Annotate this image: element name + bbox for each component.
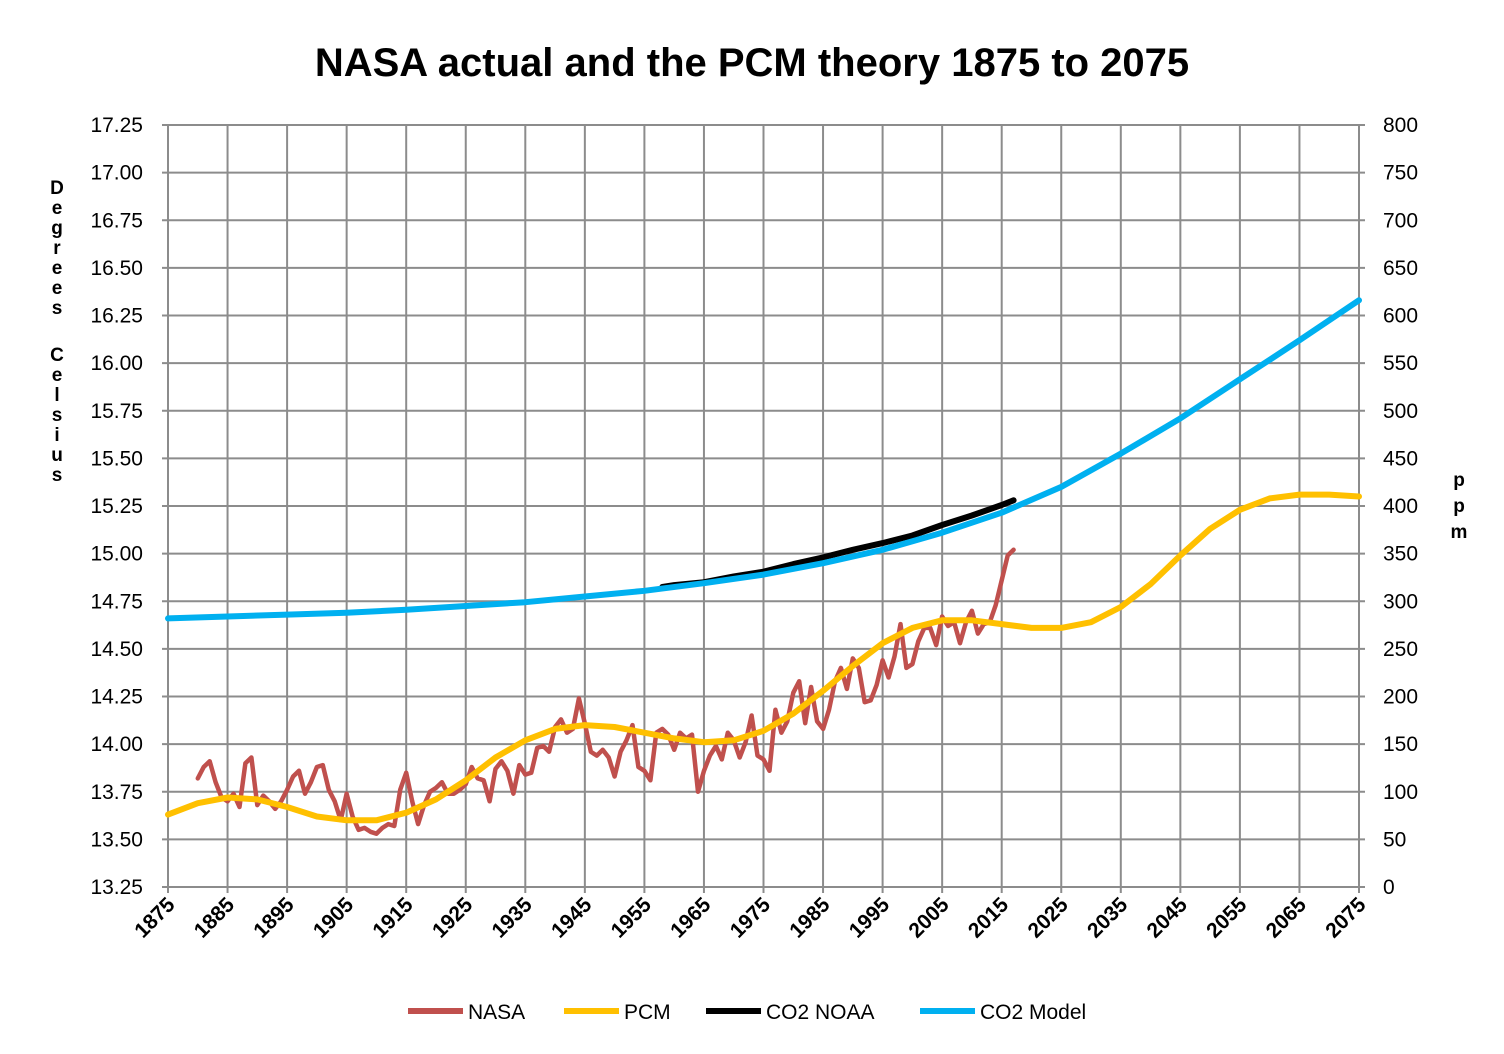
y-tick-label: 14.25 (90, 686, 143, 709)
x-tick-label: 2065 (1262, 893, 1312, 943)
y-tick-label: 15.25 (90, 495, 143, 518)
legend-label-co2-noaa: CO2 NOAA (766, 1001, 875, 1024)
x-tick-label: 1925 (428, 893, 478, 943)
y2-tick-label: 350 (1383, 543, 1418, 566)
x-tick-label: 1915 (368, 893, 418, 943)
y-axis-right-ticks: 8007507006506005505004504003503002502001… (1383, 114, 1418, 899)
x-tick-label: 1995 (845, 893, 895, 943)
legend-label-nasa: NASA (468, 1001, 525, 1024)
x-tick-label: 2075 (1321, 893, 1371, 943)
x-tick-label: 1935 (488, 893, 538, 943)
y2-label-letter: m (1451, 522, 1468, 543)
legend-label-co2-model: CO2 Model (980, 1001, 1086, 1024)
y2-tick-label: 750 (1383, 162, 1418, 185)
series-line-pcm (165, 491, 1362, 824)
y-label-letter: e (52, 258, 63, 279)
x-tick-label: 2045 (1143, 893, 1193, 943)
x-tick-label: 2035 (1083, 893, 1133, 943)
y-label-letter: s (52, 465, 63, 486)
y-tick-label: 15.00 (90, 543, 143, 566)
y-label-letter: s (52, 298, 63, 319)
y-label-letter: u (51, 445, 63, 466)
y-tick-label: 16.00 (90, 352, 143, 375)
y-tick-label: 17.25 (90, 114, 143, 137)
y2-tick-label: 0 (1383, 876, 1395, 899)
y2-tick-label: 650 (1383, 257, 1418, 280)
y-label-letter: e (52, 365, 63, 386)
chart-title: NASA actual and the PCM theory 1875 to 2… (315, 41, 1189, 85)
y2-tick-label: 800 (1383, 114, 1418, 137)
series-line-nasa (195, 547, 1016, 836)
x-tick-label: 1895 (249, 893, 299, 943)
y-tick-label: 16.50 (90, 257, 143, 280)
y2-tick-label: 600 (1383, 305, 1418, 328)
y-label-letter: C (50, 345, 64, 366)
y-label-letter: e (52, 278, 63, 299)
grid (162, 124, 1365, 893)
y2-tick-label: 300 (1383, 590, 1418, 613)
y2-tick-label: 550 (1383, 352, 1418, 375)
y-label-letter: e (52, 198, 63, 219)
x-tick-label: 2015 (964, 893, 1014, 943)
y2-tick-label: 50 (1383, 828, 1406, 851)
x-tick-label: 1975 (726, 893, 776, 943)
y2-tick-label: 700 (1383, 209, 1418, 232)
y-label-letter: i (54, 425, 59, 446)
y-tick-label: 16.75 (90, 209, 143, 232)
x-tick-label: 1985 (785, 893, 835, 943)
y-tick-label: 15.50 (90, 447, 143, 470)
y2-tick-label: 500 (1383, 400, 1418, 423)
x-tick-label: 1965 (666, 893, 716, 943)
y-tick-label: 14.75 (90, 590, 143, 613)
y-tick-label: 14.00 (90, 733, 143, 756)
y-tick-label: 17.00 (90, 162, 143, 185)
y-label-letter: l (54, 385, 59, 406)
y2-tick-label: 400 (1383, 495, 1418, 518)
y2-tick-label: 450 (1383, 447, 1418, 470)
y-tick-label: 14.50 (90, 638, 143, 661)
series-layer (165, 297, 1362, 836)
y-tick-label: 16.25 (90, 305, 143, 328)
series-line-co2-noaa (659, 497, 1017, 590)
y-axis-right-label: ppm (1451, 470, 1468, 543)
x-tick-label: 1885 (190, 893, 240, 943)
x-tick-label: 2005 (904, 893, 954, 943)
x-axis-ticks: 1875 1885 1895 1905 1915 1925 1935 1945 1955 1965… (130, 893, 1371, 943)
y-label-letter: D (50, 178, 64, 199)
x-tick-label: 1875 (130, 893, 180, 943)
y2-label-letter: p (1453, 496, 1465, 517)
x-tick-label: 1955 (607, 893, 657, 943)
legend-label-pcm: PCM (624, 1001, 671, 1024)
y2-tick-label: 150 (1383, 733, 1418, 756)
y2-tick-label: 100 (1383, 781, 1418, 804)
y2-tick-label: 250 (1383, 638, 1418, 661)
x-tick-label: 2055 (1202, 893, 1252, 943)
y-label-letter: s (52, 405, 63, 426)
y2-label-letter: p (1453, 470, 1465, 491)
y-axis-left-ticks: 17.25 17.00 16.75 16.50 16.25 16.00 15.75 15.50… (90, 114, 143, 899)
y-label-letter: r (53, 238, 61, 259)
y-tick-label: 13.25 (90, 876, 143, 899)
x-tick-label: 1945 (547, 893, 597, 943)
y2-tick-label: 200 (1383, 686, 1418, 709)
y-tick-label: 13.75 (90, 781, 143, 804)
y-label-letter: g (51, 218, 63, 239)
y-tick-label: 13.50 (90, 828, 143, 851)
y-tick-label: 15.75 (90, 400, 143, 423)
legend: NASA PCM CO2 NOAA CO2 Model (408, 1001, 1086, 1024)
series-line-co2-model (165, 297, 1362, 622)
x-tick-label: 1905 (309, 893, 359, 943)
x-tick-label: 2025 (1023, 893, 1073, 943)
